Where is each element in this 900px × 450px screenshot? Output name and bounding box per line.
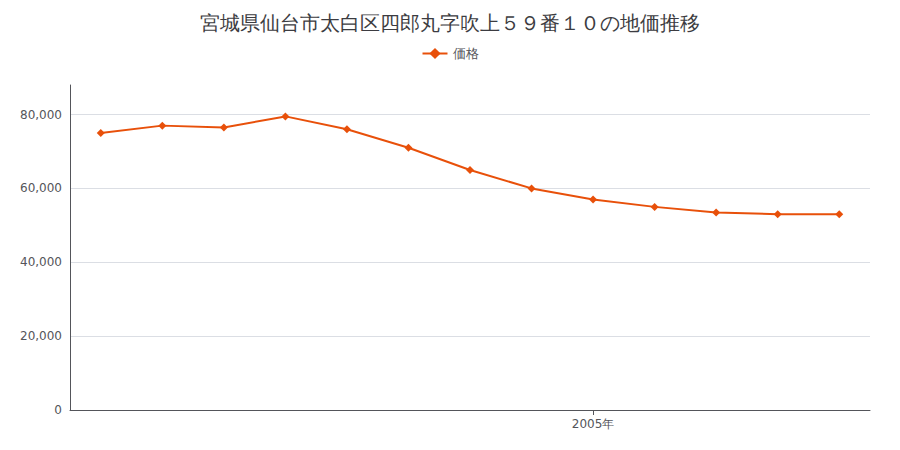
svg-text:価格: 価格 [453, 46, 479, 61]
svg-text:0: 0 [54, 403, 62, 417]
svg-text:40,000: 40,000 [20, 255, 62, 269]
svg-text:80,000: 80,000 [20, 108, 62, 122]
svg-text:2005年: 2005年 [572, 417, 615, 431]
svg-text:宮城県仙台市太白区四郎丸字吹上５９番１０の地価推移: 宮城県仙台市太白区四郎丸字吹上５９番１０の地価推移 [200, 11, 700, 35]
svg-text:20,000: 20,000 [20, 329, 62, 343]
svg-text:60,000: 60,000 [20, 181, 62, 195]
